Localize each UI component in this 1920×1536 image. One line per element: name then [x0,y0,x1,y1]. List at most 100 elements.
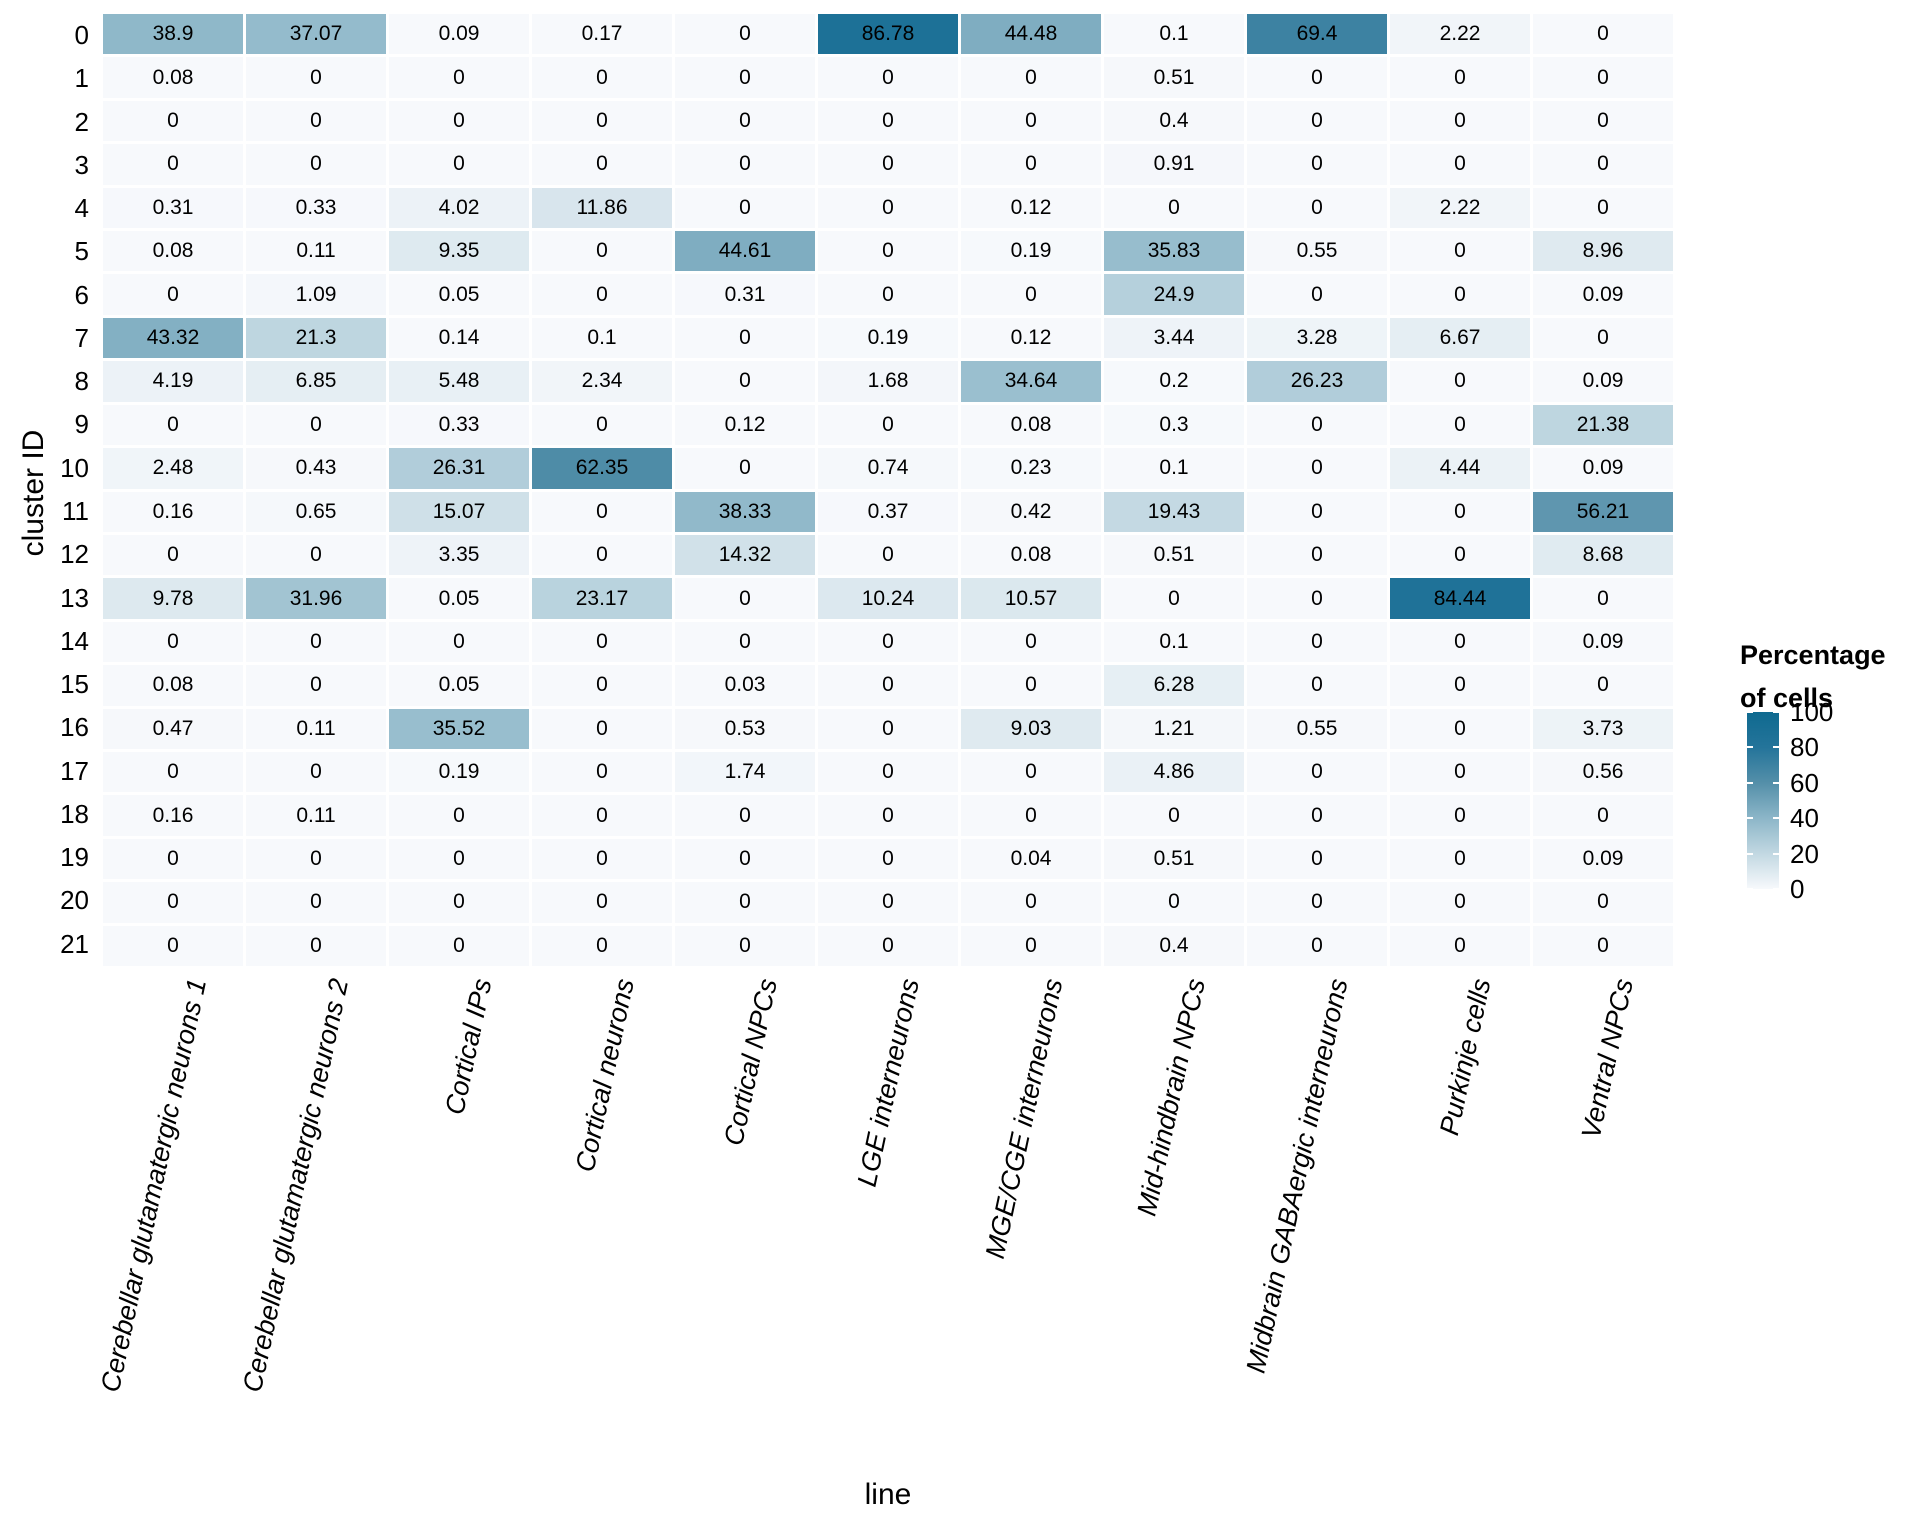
heatmap-cell: 0 [389,925,529,966]
heatmap-cell: 0 [961,621,1101,663]
heatmap-cell: 0.37 [818,491,958,532]
heatmap-cell: 0 [675,187,815,229]
heatmap-cell: 0 [389,100,529,142]
heatmap-cell: 8.96 [1533,231,1673,272]
heatmap-cell: 0 [532,534,672,576]
colorbar-tick-label: 40 [1790,803,1819,834]
y-tick-label: 16 [60,712,89,743]
heatmap-cell: 0 [1247,838,1387,880]
heatmap-cell: 0 [1104,578,1244,619]
colorbar-tick-label: 60 [1790,767,1819,798]
heatmap-cell: 0.09 [389,14,529,55]
heatmap-cell: 15.07 [389,491,529,532]
heatmap-cell: 0 [818,795,958,836]
heatmap-cell: 0 [532,925,672,966]
y-tick-label: 7 [74,322,89,353]
x-tick-label: Midbrain GABAergic interneurons [1240,976,1354,1376]
heatmap-cell: 0 [675,838,815,880]
heatmap-cell: 0 [818,708,958,749]
heatmap-cell: 3.73 [1533,708,1673,749]
heatmap-cell: 0 [675,925,815,966]
heatmap-cell: 0.14 [389,317,529,359]
heatmap-cell: 2.48 [103,448,243,489]
heatmap-cell: 1.74 [675,751,815,793]
heatmap-cell: 2.22 [1390,14,1530,55]
heatmap-cell: 0 [103,925,243,966]
heatmap-cell: 0 [1390,621,1530,663]
x-axis-tick-labels: Cerebellar glutamatergic neurons 1 Cerebe… [0,972,1920,1452]
heatmap-cell: 0.16 [103,795,243,836]
heatmap-cell: 0.03 [675,665,815,706]
heatmap-cell: 0 [532,57,672,98]
colorbar-tick-dash [1773,817,1779,820]
heatmap-cell: 0 [103,404,243,446]
heatmap-cell: 3.35 [389,534,529,576]
heatmap-cell: 0 [818,404,958,446]
heatmap-cell: 0 [961,144,1101,185]
colorbar-tick-dash [1773,711,1779,713]
colorbar-tick-dash [1747,746,1753,749]
heatmap-cell: 0 [1104,795,1244,836]
heatmap-cell: 62.35 [532,448,672,489]
heatmap-cell: 0 [1390,925,1530,966]
heatmap-cell: 0 [1533,144,1673,185]
y-tick-label: 6 [74,279,89,310]
heatmap-cell: 10.57 [961,578,1101,619]
heatmap-cell: 26.31 [389,448,529,489]
heatmap-cell: 0 [1390,491,1530,532]
heatmap-cell: 0 [675,57,815,98]
heatmap-cell: 0 [1247,534,1387,576]
heatmap-cell: 0.47 [103,708,243,749]
heatmap-cell: 0.31 [675,274,815,315]
heatmap-cell: 0 [961,57,1101,98]
heatmap-cell: 0 [246,838,386,880]
heatmap-cell: 0 [1390,751,1530,793]
heatmap-cell: 0.12 [961,187,1101,229]
heatmap-cell: 14.32 [675,534,815,576]
heatmap-cell: 0.08 [961,404,1101,446]
heatmap-cell: 0 [389,621,529,663]
heatmap-cell: 0 [103,534,243,576]
x-tick-label: Cerebellar glutamatergic neurons 1 [94,976,212,1395]
heatmap-cell: 0.55 [1247,231,1387,272]
heatmap-cell: 0 [246,57,386,98]
heatmap-cell: 0.43 [246,448,386,489]
heatmap-cell: 0.11 [246,708,386,749]
colorbar-tick-dash [1773,852,1779,855]
heatmap-cell: 0.91 [1104,144,1244,185]
heatmap-cell: 0.33 [246,187,386,229]
heatmap-cell: 0 [1247,882,1387,923]
x-tick-label: Cortical neurons [569,976,640,1175]
heatmap-cell: 0.16 [103,491,243,532]
colorbar-tick-label: 100 [1790,697,1834,727]
heatmap-cell: 0 [1247,578,1387,619]
heatmap-cell: 0 [1533,795,1673,836]
heatmap-cell: 0 [1533,14,1673,55]
heatmap-cell: 44.61 [675,231,815,272]
heatmap-cell: 9.78 [103,578,243,619]
heatmap-cell: 0.19 [961,231,1101,272]
heatmap-cell: 0 [961,665,1101,706]
heatmap-cell: 11.86 [532,187,672,229]
heatmap-cell: 0.2 [1104,361,1244,402]
heatmap-cell: 0 [246,404,386,446]
heatmap-cell: 0 [961,100,1101,142]
heatmap-cell: 0 [1390,57,1530,98]
heatmap-cell: 26.23 [1247,361,1387,402]
heatmap-cell: 0 [532,795,672,836]
colorbar-tick-label: 80 [1790,732,1819,763]
heatmap-cell: 0 [1247,665,1387,706]
heatmap-cell: 0.05 [389,274,529,315]
heatmap-cell: 0.1 [1104,14,1244,55]
heatmap-cell: 0 [1533,57,1673,98]
heatmap-cell: 43.32 [103,317,243,359]
heatmap-cell: 35.52 [389,708,529,749]
heatmap-cell: 0 [246,882,386,923]
heatmap-cell: 6.28 [1104,665,1244,706]
heatmap-cell: 0.55 [1247,708,1387,749]
heatmap-cell: 3.28 [1247,317,1387,359]
heatmap-cell: 0 [818,665,958,706]
heatmap-cell: 0 [246,144,386,185]
heatmap-cell: 0 [532,665,672,706]
heatmap-cell: 0.08 [103,57,243,98]
